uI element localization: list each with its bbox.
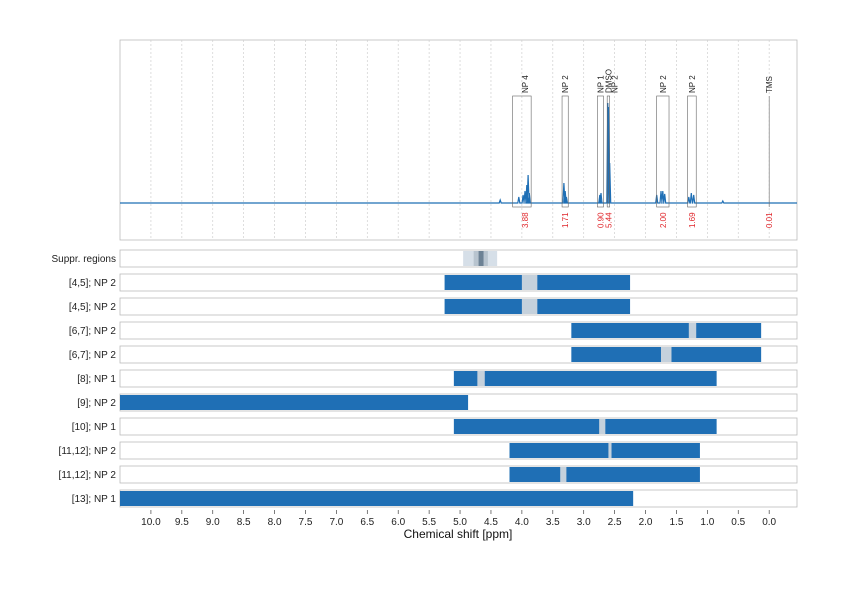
x-tick-label: 3.0 xyxy=(577,517,591,528)
row-label: [11,12]; NP 2 xyxy=(59,470,117,481)
bar-9 xyxy=(120,491,634,506)
x-tick-label: 4.5 xyxy=(484,517,498,528)
x-tick-label: 5.0 xyxy=(453,517,467,528)
peak-box-6 xyxy=(687,95,697,208)
x-tick-label: 0.0 xyxy=(762,517,776,528)
peak-integral: 5.44 xyxy=(604,212,613,228)
peak-box-3 xyxy=(606,95,610,208)
bar-gap-3 xyxy=(660,347,672,362)
x-tick-label: 10.0 xyxy=(141,517,161,528)
row-label: [8]; NP 1 xyxy=(77,374,116,385)
bar-gap-1 xyxy=(521,299,538,314)
x-tick-label: 2.5 xyxy=(608,517,622,528)
row-label: Suppr. regions xyxy=(52,254,117,265)
x-tick-label: 2.0 xyxy=(639,517,653,528)
bar-rows: Suppr. regions [4,5]; NP 2 [4,5]; NP 2 [6,7… xyxy=(52,249,798,508)
spectrum-frame xyxy=(119,39,798,241)
peak-integral: 1.71 xyxy=(561,212,570,228)
row-label: [6,7]; NP 2 xyxy=(69,326,117,337)
x-tick-label: 9.5 xyxy=(175,517,189,528)
suppr-region-dark xyxy=(478,251,484,266)
peak-label: NP 2 xyxy=(659,75,668,93)
spectrum-panel xyxy=(119,39,798,241)
x-tick-label: 1.0 xyxy=(700,517,714,528)
peak-box-1 xyxy=(561,95,569,208)
bar-4 xyxy=(453,371,717,386)
peak-label: NP 2 xyxy=(688,75,697,93)
peak-annotations: NP 4 3.88 NP 2 1.71 NP 1 0.90 DMSO 5.44 NP 2 NP 2… xyxy=(512,69,774,228)
x-tick-label: 8.0 xyxy=(268,517,282,528)
peak-integral: 0.90 xyxy=(596,212,605,228)
x-tick-label: 9.0 xyxy=(206,517,220,528)
row-label: [11,12]; NP 2 xyxy=(59,446,117,457)
row-label: [4,5]; NP 2 xyxy=(69,302,117,313)
x-tick-label: 5.5 xyxy=(422,517,436,528)
spectrum-line xyxy=(120,102,797,204)
peak-box-5 xyxy=(656,95,670,208)
bar-gap-8 xyxy=(560,467,567,482)
peak-integral: 1.69 xyxy=(688,212,697,228)
bar-gap-6 xyxy=(599,419,606,434)
bar-gap-7 xyxy=(608,443,612,458)
x-tick-label: 3.5 xyxy=(546,517,560,528)
x-tick-label: 6.5 xyxy=(360,517,374,528)
bar-2 xyxy=(571,323,762,338)
bar-7 xyxy=(509,443,700,458)
x-tick-label: 7.5 xyxy=(299,517,313,528)
x-axis: 10.0 9.5 9.0 8.5 8.0 7.5 7.0 6.5 6.0 5.5 5.0 4.5 4.0… xyxy=(141,510,777,528)
x-axis-label: Chemical shift [ppm] xyxy=(404,527,513,541)
peak-integral: 3.88 xyxy=(521,212,530,228)
bar-gap-0 xyxy=(521,275,538,290)
peak-label: NP 2 xyxy=(611,75,620,93)
x-tick-label: 7.0 xyxy=(329,517,343,528)
peak-label: NP 1 xyxy=(596,75,605,93)
row-label: [6,7]; NP 2 xyxy=(69,350,117,361)
peak-box-0 xyxy=(512,95,532,208)
row-label: [9]; NP 2 xyxy=(77,398,116,409)
spectrum-layer xyxy=(120,102,797,204)
bar-gap-2 xyxy=(688,323,697,338)
bar-5 xyxy=(120,395,469,410)
peak-integral: 2.00 xyxy=(659,212,668,228)
bar-6 xyxy=(453,419,717,434)
bar-gap-4 xyxy=(477,371,485,386)
peak-label: NP 2 xyxy=(561,75,570,93)
peak-integral: 0.01 xyxy=(765,212,774,228)
row-label: [4,5]; NP 2 xyxy=(69,278,117,289)
x-tick-label: 0.5 xyxy=(731,517,745,528)
bar-8 xyxy=(509,467,700,482)
x-tick-label: 1.5 xyxy=(669,517,683,528)
row-label: [10]; NP 1 xyxy=(72,422,117,433)
peak-label: NP 4 xyxy=(521,75,530,93)
x-tick-label: 6.0 xyxy=(391,517,405,528)
peak-label: TMS xyxy=(765,76,774,93)
x-tick-label: 8.5 xyxy=(237,517,251,528)
grid-lines xyxy=(150,40,770,240)
peak-box-2 xyxy=(597,95,604,208)
suppr-row-frame xyxy=(119,249,798,268)
row-label: [13]; NP 1 xyxy=(72,494,117,505)
peak-label: DMSO xyxy=(604,69,613,93)
x-tick-label: 4.0 xyxy=(515,517,529,528)
